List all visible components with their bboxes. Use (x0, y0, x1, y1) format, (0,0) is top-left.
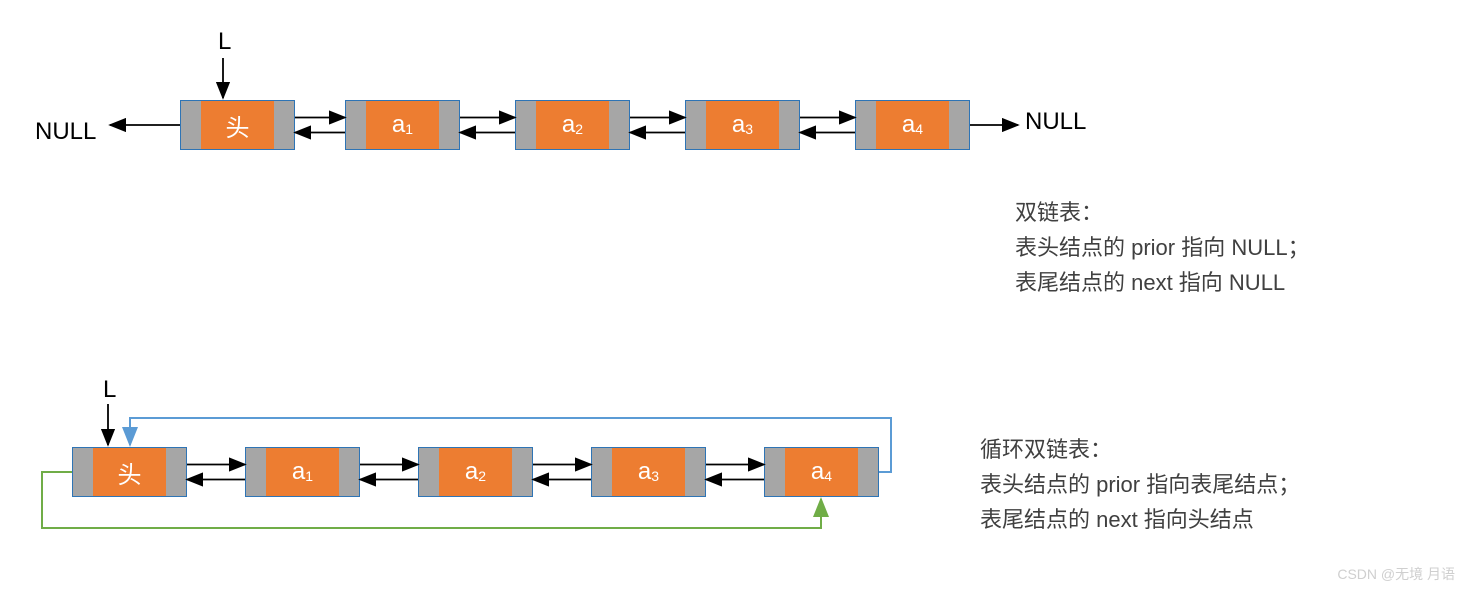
bottom-pointer-label: L (103, 376, 116, 404)
top-pointer-label: L (218, 28, 231, 56)
node-label: a3 (612, 448, 685, 496)
node-label: a4 (785, 448, 858, 496)
node-label: a2 (536, 101, 609, 149)
top-desc-line1: 表头结点的 prior 指向 NULL； (1015, 230, 1310, 265)
list-node: a1 (345, 100, 460, 150)
list-node: a1 (245, 447, 360, 497)
list-node: 头 (180, 100, 295, 150)
list-node: a3 (685, 100, 800, 150)
top-desc-line2: 表尾结点的 next 指向 NULL (1015, 265, 1310, 300)
watermark: CSDN @无境 月语 (1337, 564, 1455, 584)
top-null-left: NULL (35, 118, 96, 146)
list-node: a4 (855, 100, 970, 150)
node-label: a2 (439, 448, 512, 496)
top-null-right: NULL (1025, 108, 1086, 136)
list-node: a2 (515, 100, 630, 150)
node-label: 头 (93, 448, 166, 496)
top-desc-title: 双链表： (1015, 195, 1310, 230)
node-label: a4 (876, 101, 949, 149)
top-description: 双链表： 表头结点的 prior 指向 NULL； 表尾结点的 next 指向 … (1015, 195, 1310, 301)
node-label: 头 (201, 101, 274, 149)
node-label: a1 (366, 101, 439, 149)
bottom-desc-line1: 表头结点的 prior 指向表尾结点； (980, 467, 1300, 502)
node-label: a1 (266, 448, 339, 496)
bottom-description: 循环双链表： 表头结点的 prior 指向表尾结点； 表尾结点的 next 指向… (980, 432, 1300, 538)
bottom-desc-title: 循环双链表： (980, 432, 1300, 467)
list-node: 头 (72, 447, 187, 497)
list-node: a4 (764, 447, 879, 497)
bottom-desc-line2: 表尾结点的 next 指向头结点 (980, 502, 1300, 537)
list-node: a2 (418, 447, 533, 497)
list-node: a3 (591, 447, 706, 497)
node-label: a3 (706, 101, 779, 149)
